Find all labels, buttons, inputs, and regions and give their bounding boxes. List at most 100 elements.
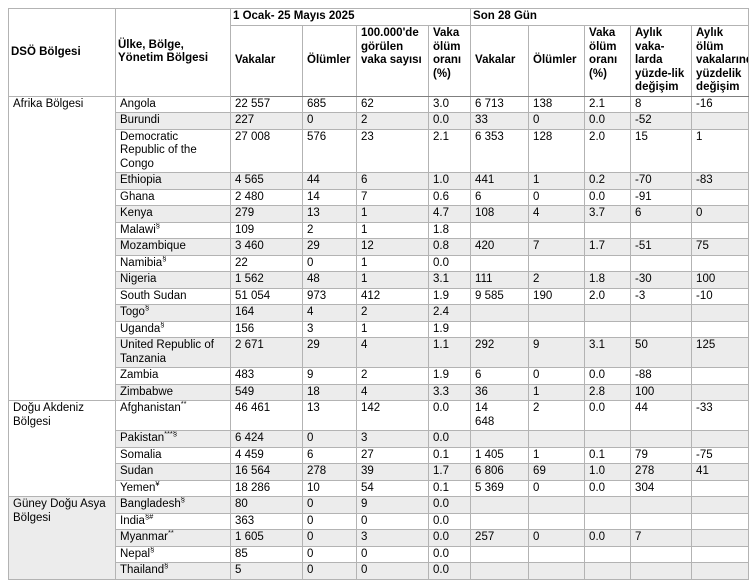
cfr-28d-cell: 3.7 [584,205,632,223]
cfr-total-cell: 1.9 [427,320,472,338]
cases-28d-cell [470,512,530,530]
cfr-28d-cell: 0.0 [584,188,632,206]
cfr-total-cell: 0.1 [427,446,472,464]
cases-28d-cell: 6 353 [470,128,530,173]
deaths-28d-cell: 2 [528,400,586,431]
country-name: Angola [115,95,231,113]
deaths-total-cell: 44 [302,172,357,190]
cases-per-100k-cell: 0 [356,512,429,530]
monthly-deaths-change-cell [691,529,750,547]
deaths-total-cell: 29 [302,337,357,368]
cases-per-100k-cell: 3 [356,430,429,448]
monthly-cases-change-cell [630,496,693,514]
cfr-28d-cell: 2.0 [584,128,632,173]
deaths-total-cell: 48 [302,271,357,289]
cases-per-100k-cell: 2 [356,367,429,385]
cfr-28d-cell: 2.0 [584,287,632,305]
monthly-deaths-change-cell: 75 [691,238,750,256]
deaths-total-cell: 0 [302,512,357,530]
deaths-28d-cell [528,496,586,514]
deaths-28d-cell: 0 [528,529,586,547]
cfr-28d-cell: 2.8 [584,383,632,401]
header-country: Ülke, Bölge, Yönetim Bölgesi [115,8,231,97]
deaths-total-cell: 0 [302,430,357,448]
country-name: Uganda§ [115,320,231,338]
cases-per-100k-cell: 12 [356,238,429,256]
table-row: Myanmar** 1 605 0 3 0.0 257 0 0.0 7 [8,529,750,547]
cases-total-cell: 4 565 [230,172,303,190]
cfr-28d-cell [584,496,632,514]
cfr-total-cell: 3.1 [427,271,472,289]
cfr-total-cell: 1.9 [427,367,472,385]
deaths-total-cell: 10 [302,479,357,497]
table-row: Togo§ 164 4 2 2.4 [8,304,750,322]
table-row: Uganda§ 156 3 1 1.9 [9,320,750,338]
cases-total-cell: 279 [230,205,303,223]
cases-28d-cell: 36 [470,383,530,401]
header-cases-per-100k: 100.000'de görülen vaka sayısı [356,25,429,97]
deaths-total-cell: 2 [302,221,357,239]
cases-total-cell: 6 424 [230,430,303,448]
monthly-deaths-change-cell: 1 [691,128,750,173]
cases-28d-cell [470,562,530,580]
cfr-total-cell: 0.0 [427,400,472,431]
table-row: Zimbabwe 549 18 4 3.3 36 1 2.8 100 [8,383,750,401]
cases-total-cell: 22 [230,254,303,272]
cases-28d-cell: 6 713 [470,95,530,113]
table-header: DSÖ Bölgesi Ülke, Bölge, Yönetim Bölgesi… [8,8,750,97]
monthly-deaths-change-cell [691,430,750,448]
cfr-total-cell: 1.0 [427,172,472,190]
cfr-total-cell: 0.0 [427,112,472,130]
cases-28d-cell: 5 369 [470,479,530,497]
cases-28d-cell: 292 [470,337,530,368]
cases-28d-cell [470,430,530,448]
cfr-28d-cell: 0.0 [584,400,632,431]
deaths-28d-cell: 1 [528,383,586,401]
cases-per-100k-cell: 2 [356,112,429,130]
monthly-cases-change-cell [630,430,693,448]
deaths-total-cell: 13 [302,205,357,223]
country-name: Thailand§ [115,562,231,580]
deaths-28d-cell [528,221,586,239]
cases-28d-cell [470,304,530,322]
deaths-28d-cell: 190 [528,287,586,305]
country-name: South Sudan [115,287,231,305]
monthly-cases-change-cell: 79 [630,446,693,464]
cases-28d-cell: 6 [470,367,530,385]
cases-28d-cell: 111 [470,271,530,289]
table-row: India§# 363 0 0 0.0 [9,512,750,530]
country-name: Pakistan***§ [115,430,231,448]
cfr-total-cell: 1.1 [427,337,472,368]
cases-28d-cell: 6 806 [470,463,530,481]
table-row: Malawi§ 109 2 1 1.8 [9,221,750,239]
monthly-cases-change-cell: -88 [630,367,693,385]
cfr-28d-cell: 2.1 [584,95,632,113]
cases-total-cell: 1 562 [230,271,303,289]
monthly-cases-change-cell: -70 [630,172,693,190]
cases-per-100k-cell: 6 [356,172,429,190]
cfr-total-cell: 0.0 [427,496,472,514]
monthly-cases-change-cell: 6 [630,205,693,223]
cases-per-100k-cell: 39 [356,463,429,481]
deaths-28d-cell: 9 [528,337,586,368]
cases-per-100k-cell: 27 [356,446,429,464]
deaths-28d-cell: 7 [528,238,586,256]
monthly-deaths-change-cell [691,188,750,206]
table-row: Somalia 4 459 6 27 0.1 1 405 1 0.1 79 -75 [9,446,750,464]
header-monthly-cases-change: Aylık vaka-larda yüzde-lik değişim [630,25,693,97]
cfr-28d-cell [584,254,632,272]
monthly-deaths-change-cell [691,496,750,514]
cfr-28d-cell: 3.1 [584,337,632,368]
deaths-total-cell: 685 [302,95,357,113]
country-footnote-marker: § [144,304,150,313]
cases-28d-cell [470,221,530,239]
deaths-28d-cell: 2 [528,271,586,289]
header-period-total: 1 Ocak- 25 Mayıs 2025 [229,8,472,26]
monthly-deaths-change-cell: -33 [691,400,750,431]
header-cases-28d: Vakalar [470,25,530,97]
who-cholera-statistics-table: DSÖ Bölgesi Ülke, Bölge, Yönetim Bölgesi… [8,8,750,580]
cfr-total-cell: 1.7 [427,463,472,481]
monthly-cases-change-cell: -51 [630,238,693,256]
header-cfr-total: Vaka ölüm oranı (%) [427,25,472,97]
monthly-deaths-change-cell [691,479,750,497]
